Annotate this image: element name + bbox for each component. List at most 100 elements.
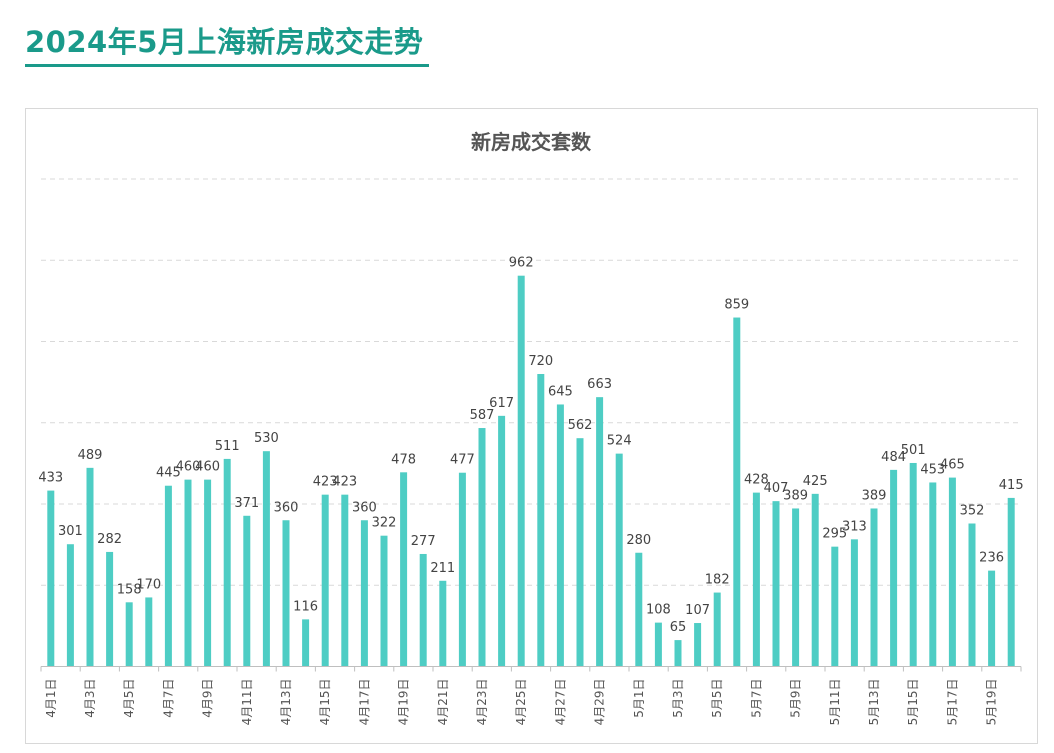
data-label: 562 bbox=[568, 418, 593, 433]
bar bbox=[811, 493, 819, 667]
x-tick-label: 5月1日 bbox=[632, 679, 646, 718]
bar bbox=[890, 469, 898, 667]
data-label: 107 bbox=[685, 603, 710, 618]
x-tick-label: 5月11日 bbox=[828, 679, 842, 726]
bar bbox=[537, 374, 545, 667]
data-label: 587 bbox=[470, 408, 495, 423]
bar bbox=[125, 602, 133, 667]
bar bbox=[752, 492, 760, 667]
x-tick-label: 4月29日 bbox=[593, 679, 607, 726]
data-label: 530 bbox=[254, 431, 279, 446]
title-underline bbox=[25, 64, 429, 67]
data-label: 282 bbox=[97, 532, 122, 547]
data-label: 360 bbox=[274, 500, 299, 515]
x-tick-label: 4月21日 bbox=[436, 679, 450, 726]
bar bbox=[419, 553, 427, 667]
bar bbox=[831, 546, 839, 667]
data-label: 645 bbox=[548, 384, 573, 399]
data-label: 277 bbox=[411, 534, 436, 549]
data-label: 445 bbox=[156, 466, 181, 481]
page-title: 2024年5月上海新房成交走势 bbox=[25, 25, 424, 59]
bar bbox=[615, 453, 623, 667]
bar bbox=[556, 404, 564, 667]
data-label: 322 bbox=[372, 516, 397, 531]
bar bbox=[321, 494, 329, 667]
bar bbox=[850, 539, 858, 667]
bar bbox=[694, 623, 702, 667]
data-label: 116 bbox=[293, 599, 318, 614]
bar bbox=[439, 580, 447, 667]
bar bbox=[909, 462, 917, 667]
bar bbox=[576, 438, 584, 667]
data-label: 663 bbox=[587, 377, 612, 392]
data-label: 360 bbox=[352, 500, 377, 515]
data-label: 489 bbox=[78, 448, 103, 463]
bar bbox=[400, 472, 408, 667]
data-label: 313 bbox=[842, 519, 867, 534]
data-label: 389 bbox=[862, 488, 887, 503]
bar bbox=[341, 494, 349, 667]
x-tick-label: 4月11日 bbox=[240, 679, 254, 726]
bar bbox=[674, 640, 682, 667]
x-tick-label: 4月19日 bbox=[397, 679, 411, 726]
data-label: 465 bbox=[940, 458, 965, 473]
data-label: 170 bbox=[136, 577, 161, 592]
bar bbox=[66, 544, 74, 667]
x-tick-label: 5月15日 bbox=[906, 679, 920, 726]
data-label: 477 bbox=[450, 453, 475, 468]
bar bbox=[733, 317, 741, 667]
bar bbox=[380, 535, 388, 667]
data-label: 301 bbox=[58, 524, 83, 539]
bar-chart: 新房成交套数 433301489282158170445460460511371… bbox=[38, 130, 1023, 726]
x-tick-label: 4月23日 bbox=[475, 679, 489, 726]
data-label: 280 bbox=[626, 533, 651, 548]
bar bbox=[243, 515, 251, 667]
data-label: 236 bbox=[979, 551, 1004, 566]
bar bbox=[145, 597, 153, 667]
data-label: 423 bbox=[313, 475, 338, 490]
data-label: 460 bbox=[176, 460, 201, 475]
x-tick-label: 4月15日 bbox=[318, 679, 332, 726]
data-label: 501 bbox=[901, 443, 926, 458]
bar bbox=[1007, 497, 1015, 667]
bar bbox=[517, 275, 525, 667]
bar bbox=[772, 501, 780, 667]
data-label: 478 bbox=[391, 452, 416, 467]
data-label: 423 bbox=[332, 475, 357, 490]
data-label: 433 bbox=[38, 471, 63, 486]
data-label: 484 bbox=[881, 450, 906, 465]
data-label: 415 bbox=[999, 478, 1024, 493]
data-label: 158 bbox=[117, 582, 142, 597]
x-tick-label: 4月3日 bbox=[83, 679, 97, 718]
x-tick-label: 4月7日 bbox=[161, 679, 175, 718]
bar bbox=[948, 477, 956, 667]
bar bbox=[498, 415, 506, 667]
data-label: 511 bbox=[215, 439, 240, 454]
bar bbox=[223, 458, 231, 667]
data-label: 389 bbox=[783, 488, 808, 503]
chart-title: 新房成交套数 bbox=[471, 130, 592, 154]
data-label: 962 bbox=[509, 256, 534, 271]
x-tick-label: 4月1日 bbox=[44, 679, 58, 718]
x-tick-label: 5月5日 bbox=[710, 679, 724, 718]
bar bbox=[713, 592, 721, 667]
data-label: 617 bbox=[489, 396, 514, 411]
chart-frame: 新房成交套数 433 301 489 282 158 170 445 460 460 511 371… bbox=[25, 108, 1038, 744]
bar bbox=[282, 520, 290, 667]
data-label: 211 bbox=[430, 561, 455, 576]
data-label: 352 bbox=[960, 504, 985, 519]
x-tick-label: 5月19日 bbox=[985, 679, 999, 726]
bar bbox=[870, 508, 878, 667]
bar bbox=[988, 570, 996, 667]
bar bbox=[968, 523, 976, 667]
data-label: 295 bbox=[822, 527, 847, 542]
bar bbox=[204, 479, 212, 667]
x-tick-label: 4月17日 bbox=[357, 679, 371, 726]
data-labels: 4333014892821581704454604605113715303601… bbox=[38, 256, 1023, 635]
data-label: 425 bbox=[803, 474, 828, 489]
x-axis: 4月1日 4月3日 4月5日 4月7日 4月9日 4月11日 4月13日 4月15日 4月17日… bbox=[40, 666, 1022, 726]
data-label: 720 bbox=[528, 354, 553, 369]
bar-series bbox=[47, 275, 1015, 667]
bar bbox=[635, 552, 643, 667]
bar bbox=[164, 485, 172, 667]
